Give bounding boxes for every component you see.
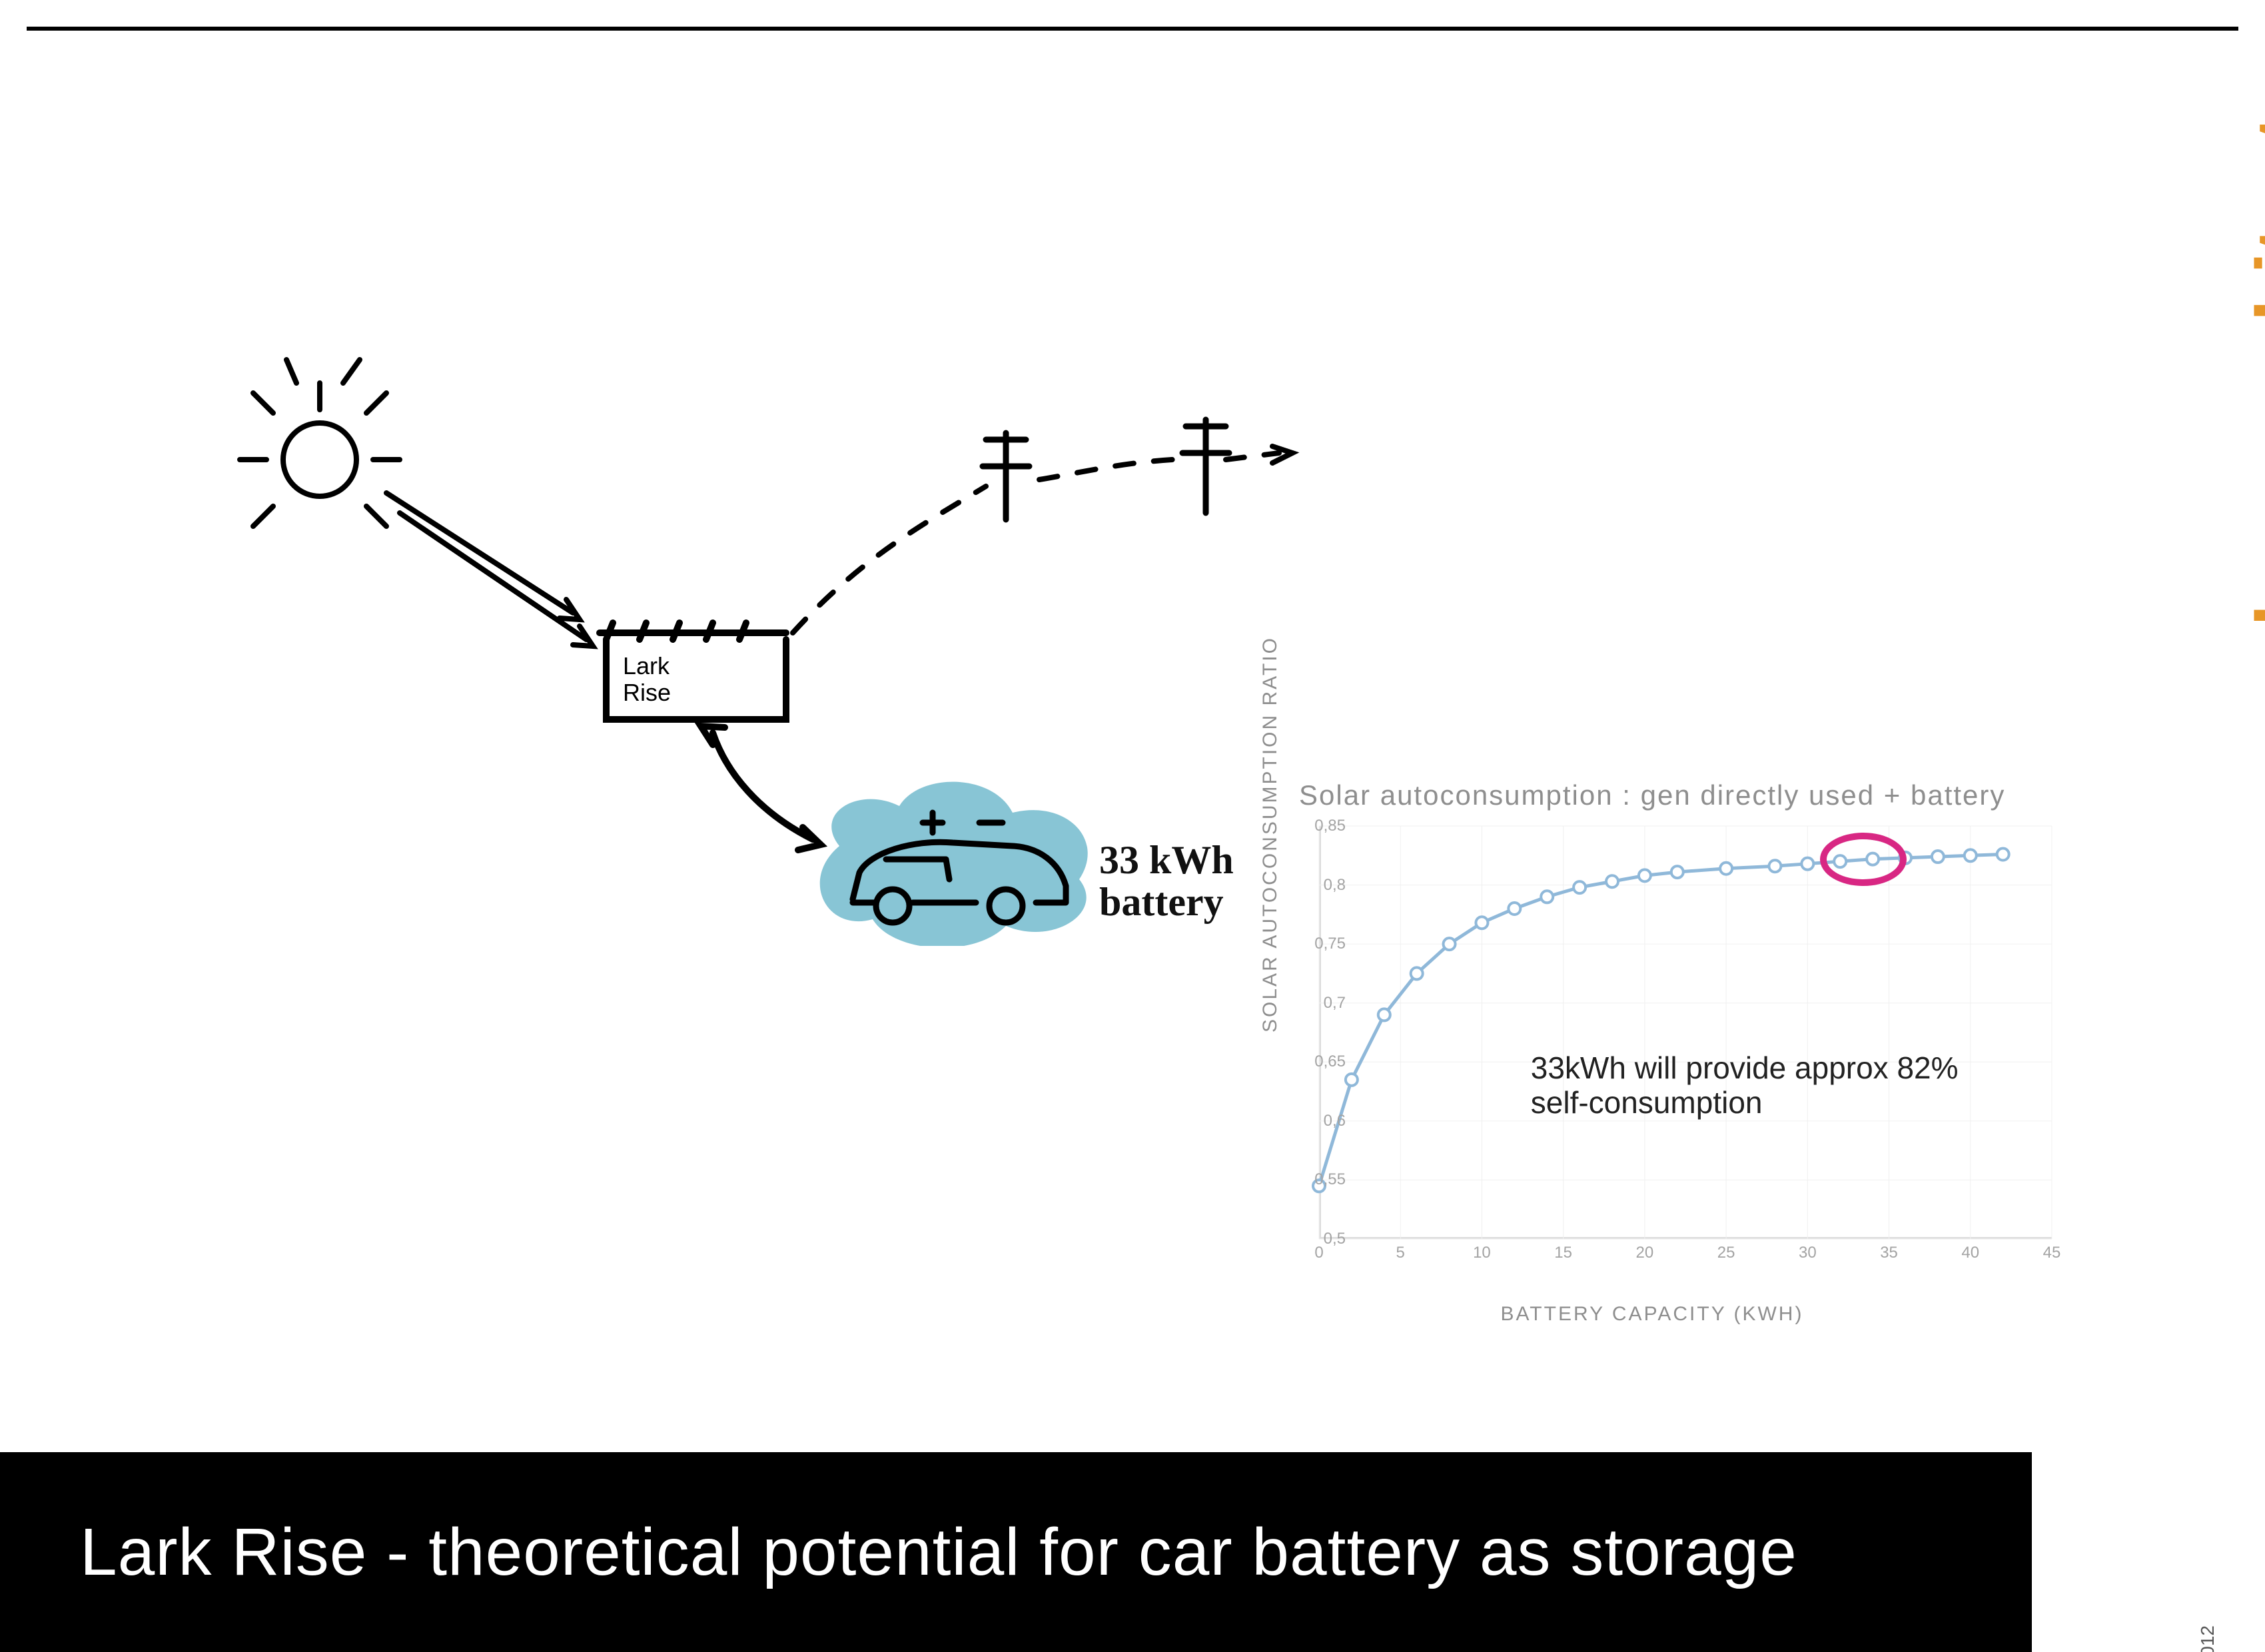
ytick: 0,75 [1312, 935, 1346, 953]
concept-sketch: Lark Rise 33 kWh battery [173, 346, 1306, 946]
slide-title: Lark Rise - theoretical potential for ca… [80, 1514, 1797, 1591]
ytick: 0,55 [1312, 1170, 1346, 1189]
house-label: Lark Rise [623, 653, 671, 705]
xtick: 40 [1961, 1244, 1979, 1262]
xtick: 45 [2043, 1244, 2061, 1262]
xtick: 25 [1717, 1244, 1735, 1262]
ytick: 0,6 [1312, 1112, 1346, 1130]
chart-title: Solar autoconsumption : gen directly use… [1299, 779, 2085, 811]
title-bar: Lark Rise - theoretical potential for ca… [0, 1452, 2032, 1652]
chart-y-axis-label: SOLAR AUTOCONSUMPTION RATIO [1259, 636, 1282, 1032]
ytick: 0,85 [1312, 817, 1346, 835]
xtick: 35 [1880, 1244, 1898, 1262]
xtick: 30 [1799, 1244, 1817, 1262]
autoconsumption-chart: Solar autoconsumption : gen directly use… [1219, 799, 2085, 1332]
xtick: 15 [1554, 1244, 1572, 1262]
top-rule [27, 27, 2238, 31]
chart-annotation: 33kWh will provide approx 82% self-consu… [1531, 1050, 1959, 1121]
xtick: 20 [1636, 1244, 1654, 1262]
ytick: 0,65 [1312, 1052, 1346, 1071]
chart-x-axis-label: BATTERY CAPACITY (KWH) [1219, 1303, 2085, 1326]
xtick: 0 [1314, 1244, 1323, 1262]
brand-logo: bere:architects [2238, 73, 2265, 626]
ytick: 0,7 [1312, 994, 1346, 1013]
slide-root: bere:architects [0, 0, 2265, 1652]
battery-label: 33 kWh battery [1099, 839, 1234, 923]
copyright: © bere:architects 2012 [2197, 1625, 2218, 1652]
highlight-oval [1820, 833, 1907, 886]
chart-svg [1319, 826, 2052, 1239]
ytick: 0,8 [1312, 876, 1346, 895]
xtick: 10 [1473, 1244, 1491, 1262]
xtick: 5 [1396, 1244, 1405, 1262]
